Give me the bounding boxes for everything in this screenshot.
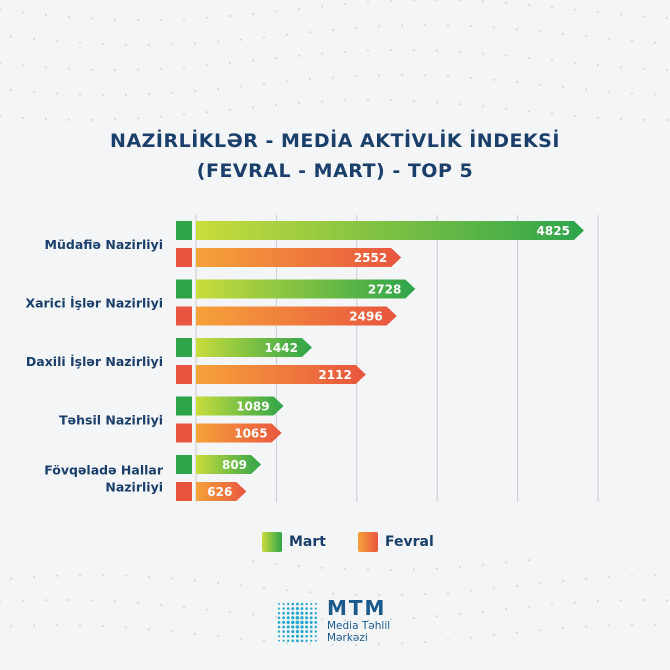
- data-label: 2552: [354, 251, 387, 265]
- legend: Mart Fevral: [262, 532, 462, 556]
- bars: 4825 2552 2728 2496 1442 2112 1089 1065 809 626: [176, 221, 584, 501]
- bar-mart: [196, 338, 312, 357]
- data-label: 809: [222, 458, 247, 472]
- bar-stub: [176, 365, 192, 384]
- bar-stub: [176, 221, 192, 240]
- category-label: Təhsil Nazirliyi: [59, 413, 163, 428]
- bar-stub: [176, 306, 192, 326]
- bar-mart: [196, 455, 262, 474]
- bar-stub: [176, 338, 192, 357]
- bar-mart: [196, 279, 416, 299]
- category-label: Müdafiə Nazirliyi: [45, 237, 163, 252]
- bar-mart: [196, 396, 284, 416]
- legend-label-fevral: Fevral: [385, 534, 434, 550]
- data-label: 4825: [537, 224, 570, 238]
- data-label: 1065: [234, 427, 267, 441]
- chart-title-line-1: NAZİRLİKLƏR - MEDİA AKTİVLİK İNDEKSİ: [110, 130, 560, 152]
- legend-label-mart: Mart: [289, 534, 326, 550]
- bar-fevral: [196, 423, 282, 443]
- category-label: Daxili İşlər Nazirliyi: [26, 354, 163, 369]
- data-label: 2496: [349, 310, 382, 324]
- category-label: Nazirliyi: [105, 480, 163, 495]
- bar-mart: [196, 221, 584, 240]
- logo-title: MTM: [327, 596, 387, 620]
- chart-title-line-2: (FEVRAL - MART) - TOP 5: [196, 160, 474, 182]
- bar-fevral: [196, 248, 402, 267]
- legend-swatch-mart: [262, 532, 282, 552]
- bar-stub: [176, 279, 192, 299]
- data-label: 2112: [318, 368, 351, 382]
- legend-item-fevral: Fevral: [358, 532, 434, 552]
- logo-subtitle-line-1: Media Təhlil: [327, 620, 391, 632]
- category-label: Xarici İşlər Nazirliyi: [25, 296, 163, 311]
- bar-fevral: [196, 306, 397, 326]
- bar-stub: [176, 248, 192, 267]
- logo-mark-icon: [277, 602, 318, 643]
- bar-stub: [176, 423, 192, 443]
- bar-stub: [176, 396, 192, 416]
- data-label: 626: [207, 485, 232, 499]
- bar-fevral: [196, 365, 366, 384]
- data-label: 2728: [368, 283, 401, 297]
- bar-fevral: [196, 482, 247, 501]
- chart-title: NAZİRLİKLƏR - MEDİA AKTİVLİK İNDEKSİ (FE…: [0, 126, 670, 186]
- category-labels: Müdafiə Nazirliyi Xarici İşlər Nazirliyi D…: [25, 237, 163, 495]
- logo: MTM Media Təhlil Mərkəzi: [275, 598, 405, 646]
- data-label: 1442: [265, 341, 298, 355]
- category-label: Fövqəladə Hallar: [44, 463, 164, 478]
- bar-stub: [176, 455, 192, 474]
- bar-stub: [176, 482, 192, 501]
- logo-subtitle-line-2: Mərkəzi: [327, 632, 368, 644]
- legend-item-mart: Mart: [262, 532, 326, 552]
- legend-swatch-fevral: [358, 532, 378, 552]
- data-label: 1089: [236, 400, 269, 414]
